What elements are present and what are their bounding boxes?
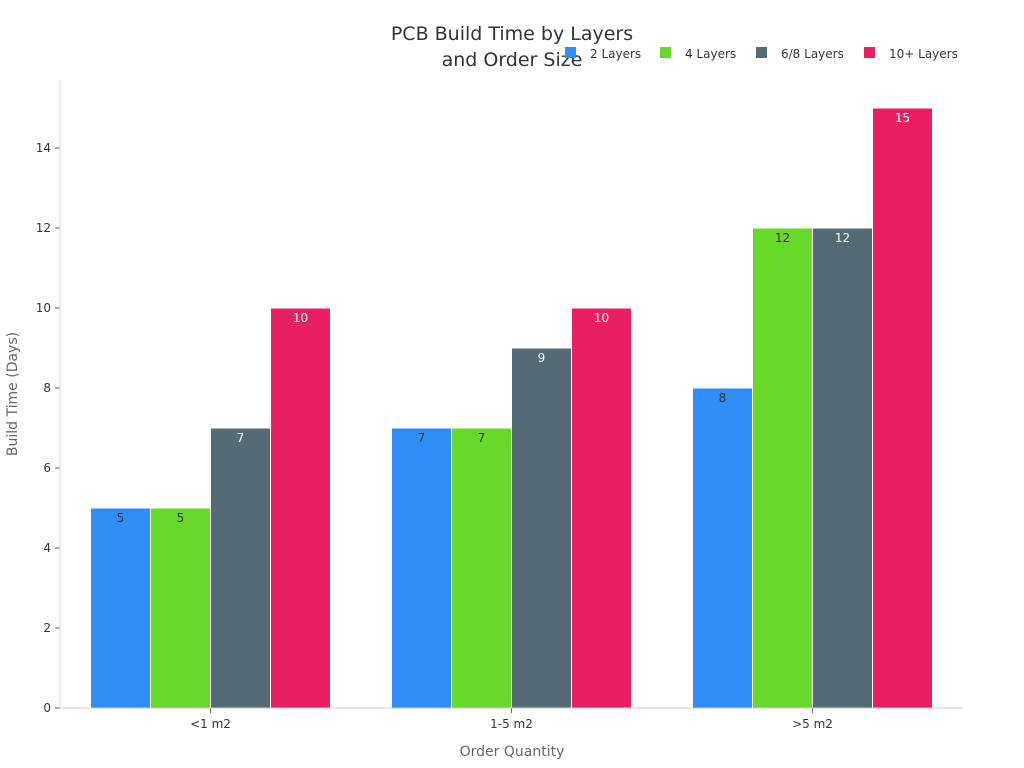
bar-10-layers-0 — [270, 307, 331, 709]
bar-2-layers-0 — [90, 507, 151, 709]
x-tick-label: >5 m2 — [792, 717, 833, 731]
y-axis-title: Build Time (Days) — [5, 332, 21, 456]
bar-value-label: 10 — [594, 311, 609, 325]
bar-6-8-layers-0 — [210, 427, 271, 709]
legend-label: 4 Layers — [685, 47, 736, 61]
legend-item-4-layers[interactable]: 4 Layers — [660, 47, 736, 61]
legend-item-10-layers[interactable]: 10+ Layers — [864, 47, 958, 61]
y-axis-ticks: 0 2 4 6 8 10 12 14 — [36, 141, 60, 715]
y-tick-label: 14 — [36, 141, 51, 155]
legend-swatch — [565, 47, 576, 58]
bar-series — [90, 107, 933, 709]
y-tick-label: 12 — [36, 221, 51, 235]
legend-swatch — [756, 47, 767, 58]
bar-2-layers-1 — [391, 427, 452, 709]
x-tick-label: 1-5 m2 — [490, 717, 533, 731]
bar-10-layers-1 — [571, 307, 632, 709]
chart-title-line-2: and Order Size — [442, 49, 583, 71]
bar-4-layers-2 — [752, 227, 813, 709]
bar-4-layers-1 — [451, 427, 512, 709]
bar-value-label: 7 — [418, 431, 426, 445]
legend-item-2-layers[interactable]: 2 Layers — [565, 47, 641, 61]
legend: 2 Layers 4 Layers 6/8 Layers 10+ Layers — [565, 47, 958, 61]
bar-4-layers-0 — [150, 507, 211, 709]
x-axis-title: Order Quantity — [460, 744, 565, 760]
bar-6-8-layers-2 — [812, 227, 873, 709]
y-tick-label: 8 — [43, 381, 51, 395]
bar-value-label: 7 — [478, 431, 486, 445]
x-tick-label: <1 m2 — [190, 717, 231, 731]
legend-label: 2 Layers — [590, 47, 641, 61]
legend-label: 6/8 Layers — [781, 47, 844, 61]
legend-item-6-8-layers[interactable]: 6/8 Layers — [756, 47, 844, 61]
bar-value-label: 10 — [293, 311, 308, 325]
bar-value-label: 12 — [835, 231, 850, 245]
bar-value-label: 8 — [719, 391, 727, 405]
y-tick-label: 6 — [43, 461, 51, 475]
legend-swatch — [864, 47, 875, 58]
bar-value-label: 9 — [538, 351, 546, 365]
y-tick-label: 4 — [43, 541, 51, 555]
bar-2-layers-2 — [692, 387, 753, 709]
bar-value-label: 5 — [177, 511, 185, 525]
bar-6-8-layers-1 — [511, 347, 572, 709]
y-tick-label: 10 — [36, 301, 51, 315]
legend-swatch — [660, 47, 671, 58]
bar-value-label: 12 — [775, 231, 790, 245]
data-labels: 5 7 8 5 7 12 7 9 12 10 10 15 — [117, 111, 910, 525]
bar-10-layers-2 — [872, 107, 933, 709]
y-tick-label: 0 — [43, 701, 51, 715]
bar-value-label: 7 — [237, 431, 245, 445]
bar-value-label: 5 — [117, 511, 125, 525]
x-axis-ticks: <1 m2 1-5 m2 >5 m2 — [190, 708, 833, 731]
legend-label: 10+ Layers — [889, 47, 958, 61]
y-tick-label: 2 — [43, 621, 51, 635]
chart-title-line-1: PCB Build Time by Layers — [391, 23, 633, 45]
bar-value-label: 15 — [895, 111, 910, 125]
